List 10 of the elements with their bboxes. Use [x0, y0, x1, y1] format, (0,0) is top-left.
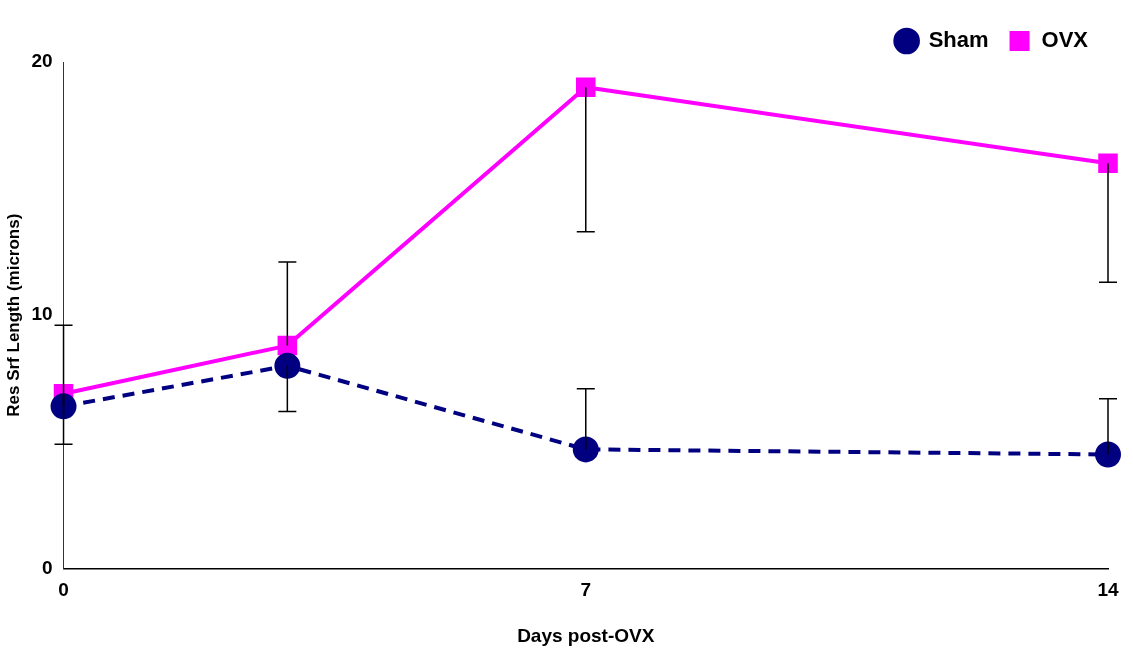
legend-label: OVX: [1041, 27, 1089, 53]
y-axis-title: Res Srf Length (microns): [3, 213, 23, 417]
y-tick-label: 20: [31, 50, 53, 72]
x-tick-label: 7: [580, 579, 592, 601]
legend-label: Sham: [928, 27, 989, 53]
x-tick-label: 14: [1097, 579, 1119, 601]
x-axis-title: Days post-OVX: [517, 624, 655, 646]
x-tick-label: 0: [58, 579, 69, 601]
y-tick-label: 10: [31, 303, 53, 325]
y-tick-label: 0: [41, 556, 53, 578]
